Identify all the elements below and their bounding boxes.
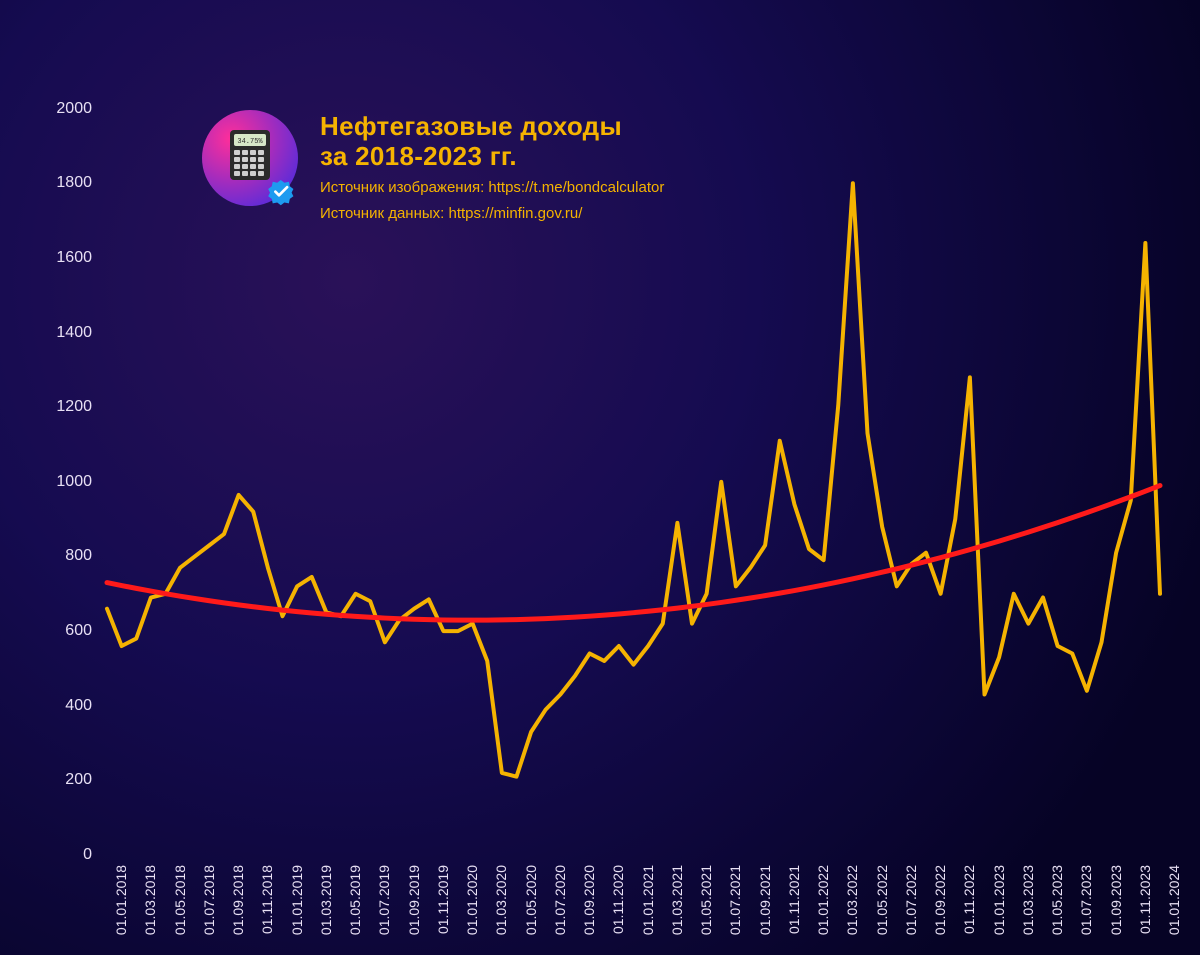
x-tick-label: 01.01.2018 xyxy=(113,865,129,935)
logo-badge: 34.75% xyxy=(200,108,300,208)
chart-title-line2: за 2018-2023 гг. xyxy=(320,142,664,172)
x-tick-label: 01.05.2020 xyxy=(523,865,539,935)
x-tick-label: 01.07.2022 xyxy=(903,865,919,935)
x-tick-label: 01.05.2022 xyxy=(874,865,890,935)
x-tick-label: 01.07.2023 xyxy=(1078,865,1094,935)
y-tick-label: 400 xyxy=(65,697,92,715)
x-tick-label: 01.01.2020 xyxy=(464,865,480,935)
x-tick-label: 01.11.2023 xyxy=(1137,865,1153,934)
x-tick-label: 01.01.2024 xyxy=(1166,865,1182,935)
x-tick-label: 01.05.2021 xyxy=(698,865,714,935)
x-tick-label: 01.09.2023 xyxy=(1108,865,1124,935)
x-tick-label: 01.09.2019 xyxy=(406,865,422,935)
x-tick-label: 01.05.2018 xyxy=(172,865,188,935)
x-tick-label: 01.01.2023 xyxy=(991,865,1007,935)
y-tick-label: 2000 xyxy=(56,100,92,118)
x-tick-label: 01.01.2022 xyxy=(815,865,831,935)
chart-stage: 34.75% Нефтегазовые доходы за 2018-2023 … xyxy=(0,0,1200,955)
y-tick-label: 800 xyxy=(65,547,92,565)
x-tick-label: 01.03.2019 xyxy=(318,865,334,935)
x-tick-label: 01.11.2020 xyxy=(610,865,626,934)
x-tick-label: 01.07.2020 xyxy=(552,865,568,935)
x-tick-label: 01.01.2019 xyxy=(289,865,305,935)
svg-text:34.75%: 34.75% xyxy=(237,138,263,146)
x-tick-label: 01.09.2021 xyxy=(757,865,773,935)
source-image: Источник изображения: https://t.me/bondc… xyxy=(320,178,664,198)
x-tick-label: 01.01.2021 xyxy=(640,865,656,935)
title-block: Нефтегазовые доходы за 2018-2023 гг. Ист… xyxy=(320,112,664,224)
x-tick-label: 01.09.2018 xyxy=(230,865,246,935)
y-tick-label: 600 xyxy=(65,622,92,640)
x-tick-label: 01.11.2018 xyxy=(259,865,275,934)
x-tick-label: 01.03.2018 xyxy=(142,865,158,935)
x-tick-label: 01.11.2019 xyxy=(435,865,451,934)
chart-title-line1: Нефтегазовые доходы xyxy=(320,112,664,142)
x-axis-labels: 01.01.2018 01.03.2018 01.05.2018 01.07.2018… xyxy=(0,865,1200,955)
x-tick-label: 01.03.2023 xyxy=(1020,865,1036,935)
x-tick-label: 01.05.2019 xyxy=(347,865,363,935)
x-tick-label: 01.07.2021 xyxy=(727,865,743,935)
y-tick-label: 1400 xyxy=(56,324,92,342)
x-tick-label: 01.05.2023 xyxy=(1049,865,1065,935)
x-tick-label: 01.09.2020 xyxy=(581,865,597,935)
x-tick-label: 01.03.2021 xyxy=(669,865,685,935)
y-tick-label: 1800 xyxy=(56,174,92,192)
y-tick-label: 1000 xyxy=(56,473,92,491)
y-tick-label: 1200 xyxy=(56,398,92,416)
x-tick-label: 01.03.2020 xyxy=(493,865,509,935)
x-tick-label: 01.11.2022 xyxy=(961,865,977,934)
x-tick-label: 01.11.2021 xyxy=(786,865,802,934)
x-tick-label: 01.07.2018 xyxy=(201,865,217,935)
x-tick-label: 01.03.2022 xyxy=(844,865,860,935)
y-axis-labels: 0 200 400 600 800 1000 1200 1400 1600 1800 2000 xyxy=(0,0,92,955)
x-tick-label: 01.07.2019 xyxy=(376,865,392,935)
source-data: Источник данных: https://minfin.gov.ru/ xyxy=(320,204,664,224)
y-tick-label: 1600 xyxy=(56,249,92,267)
x-tick-label: 01.09.2022 xyxy=(932,865,948,935)
y-tick-label: 0 xyxy=(83,846,92,864)
y-tick-label: 200 xyxy=(65,771,92,789)
